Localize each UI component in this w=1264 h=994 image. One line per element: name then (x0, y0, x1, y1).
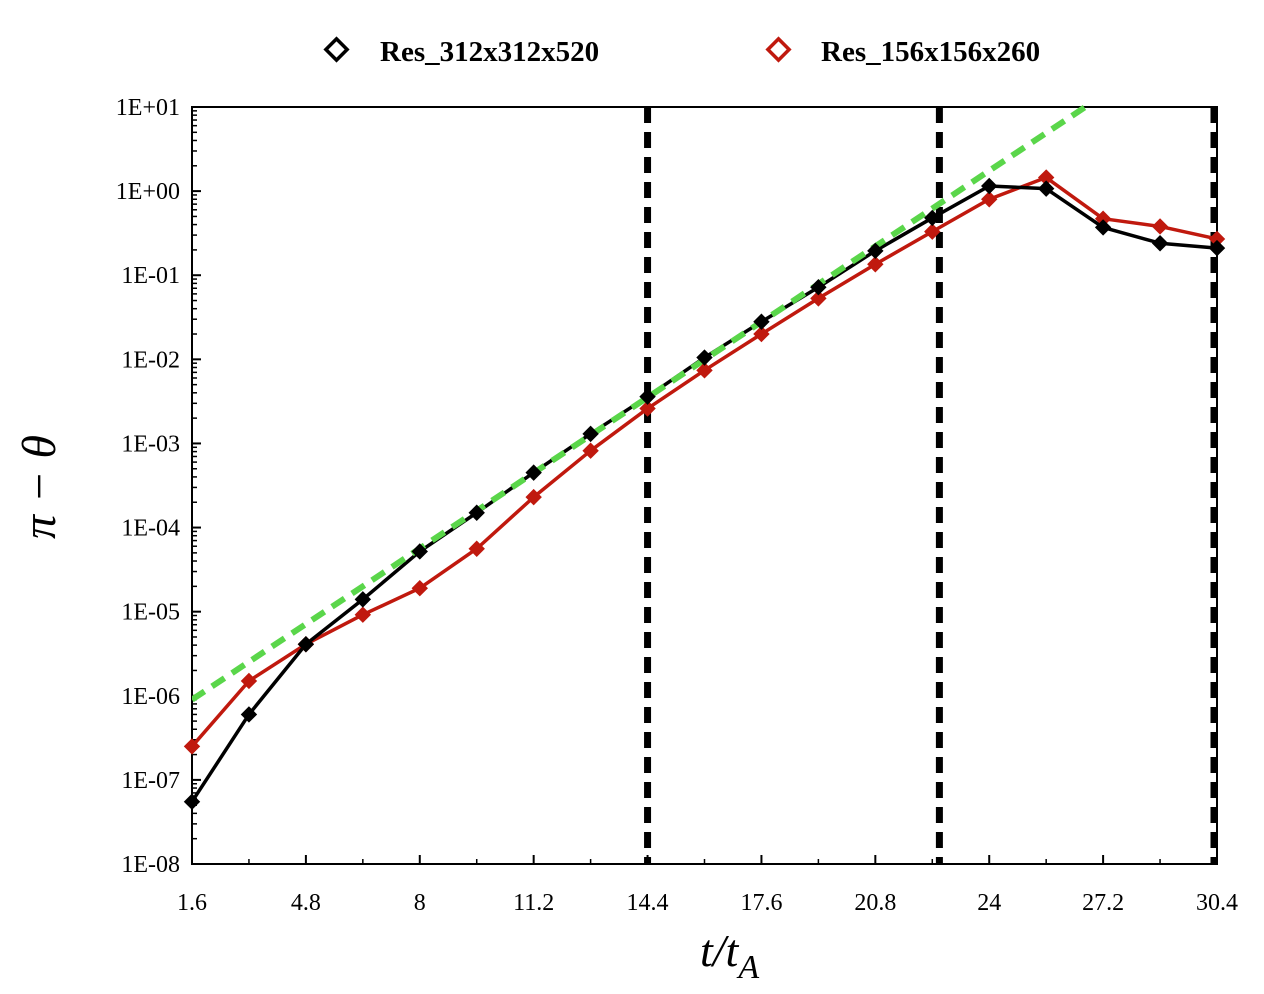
data-point-series-1 (867, 256, 884, 273)
data-point-series-0 (297, 636, 315, 653)
x-tick-label: 27.2 (1082, 890, 1124, 916)
data-point-series-1 (639, 400, 656, 417)
legend-marker-res-312 (323, 36, 350, 63)
data-point-series-1 (411, 580, 428, 597)
data-point-series-0 (525, 464, 542, 481)
data-point-series-0 (696, 349, 713, 366)
data-point-series-1 (753, 325, 770, 343)
data-point-series-0 (354, 591, 372, 608)
x-tick-label: 17.6 (740, 890, 782, 916)
data-point-series-1 (354, 606, 372, 623)
data-point-series-0 (1094, 219, 1112, 236)
y-tick-label: 1E-06 (121, 684, 180, 710)
series-markers (183, 169, 1226, 810)
x-tick-label: 1.6 (177, 890, 207, 916)
y-tick-label: 1E-04 (121, 516, 180, 542)
data-point-series-0 (924, 209, 941, 227)
fit-line (192, 105, 1087, 703)
fit-layer (192, 105, 1087, 703)
data-point-series-0 (183, 793, 201, 810)
data-point-series-1 (468, 540, 485, 557)
y-tick-label: 1E-08 (121, 852, 180, 878)
x-axis-label: t/tA (700, 925, 759, 986)
x-tick-label: 14.4 (627, 890, 669, 916)
data-point-series-0 (411, 543, 428, 560)
x-axis-ticks: 1.6 4.8 8 11.2 14.4 17.6 20.8 24 27.2 30.4 (177, 855, 1238, 916)
x-axis-label-sub: A (736, 949, 759, 986)
legend-label-res-156: Res_156x156x260 (821, 36, 1040, 68)
y-tick-label: 1E-05 (121, 600, 180, 626)
data-point-series-0 (753, 313, 770, 330)
vertical-markers (644, 107, 1218, 864)
data-point-series-0 (582, 425, 599, 443)
data-point-series-0 (1208, 239, 1226, 257)
svg-text:t/tA: t/tA (700, 925, 759, 986)
legend: Res_312x312x520 Res_156x156x260 (323, 36, 1040, 68)
y-tick-label: 1E+00 (116, 179, 180, 205)
y-axis-ticks: 1E+01 1E+00 1E-01 1E-02 1E-03 1E-04 1E-05 1E-06… (116, 95, 201, 878)
plot-area (191, 106, 1218, 865)
y-tick-label: 1E-03 (121, 431, 180, 457)
series-line-0 (190, 184, 1218, 803)
minor-ticks (192, 110, 197, 840)
data-point-series-0 (468, 504, 485, 521)
data-point-series-0 (1037, 180, 1055, 197)
y-tick-label: 1E-07 (121, 768, 180, 794)
series-line-1 (190, 175, 1218, 748)
x-tick-label: 20.8 (854, 890, 896, 916)
data-point-series-1 (981, 191, 998, 208)
data-point-series-1 (240, 672, 258, 690)
y-axis-label: π − θ (13, 435, 66, 539)
data-point-series-0 (1151, 235, 1169, 252)
data-point-series-0 (639, 388, 656, 405)
series-lines (190, 175, 1218, 803)
x-tick-label: 30.4 (1196, 890, 1238, 916)
data-point-series-1 (525, 488, 542, 506)
data-point-series-1 (696, 362, 713, 379)
legend-marker-res-156 (765, 36, 792, 63)
data-point-series-1 (810, 290, 827, 307)
x-tick-label: 11.2 (513, 890, 554, 916)
y-tick-label: 1E-01 (121, 263, 180, 289)
y-tick-label: 1E+01 (116, 95, 180, 121)
data-point-series-1 (582, 442, 599, 459)
data-point-series-0 (867, 242, 884, 260)
x-tick-label: 24 (977, 890, 1001, 916)
data-point-series-1 (1151, 218, 1169, 235)
y-tick-label: 1E-02 (121, 347, 180, 373)
data-point-series-0 (240, 706, 258, 723)
x-axis-label-main: t/t (700, 925, 740, 976)
x-tick-label: 4.8 (291, 890, 321, 916)
data-point-series-0 (810, 279, 827, 296)
data-point-series-0 (981, 177, 998, 195)
legend-label-res-312: Res_312x312x520 (380, 36, 599, 68)
x-tick-label: 8 (414, 890, 426, 916)
data-point-series-1 (183, 738, 201, 755)
data-point-series-1 (924, 223, 941, 240)
